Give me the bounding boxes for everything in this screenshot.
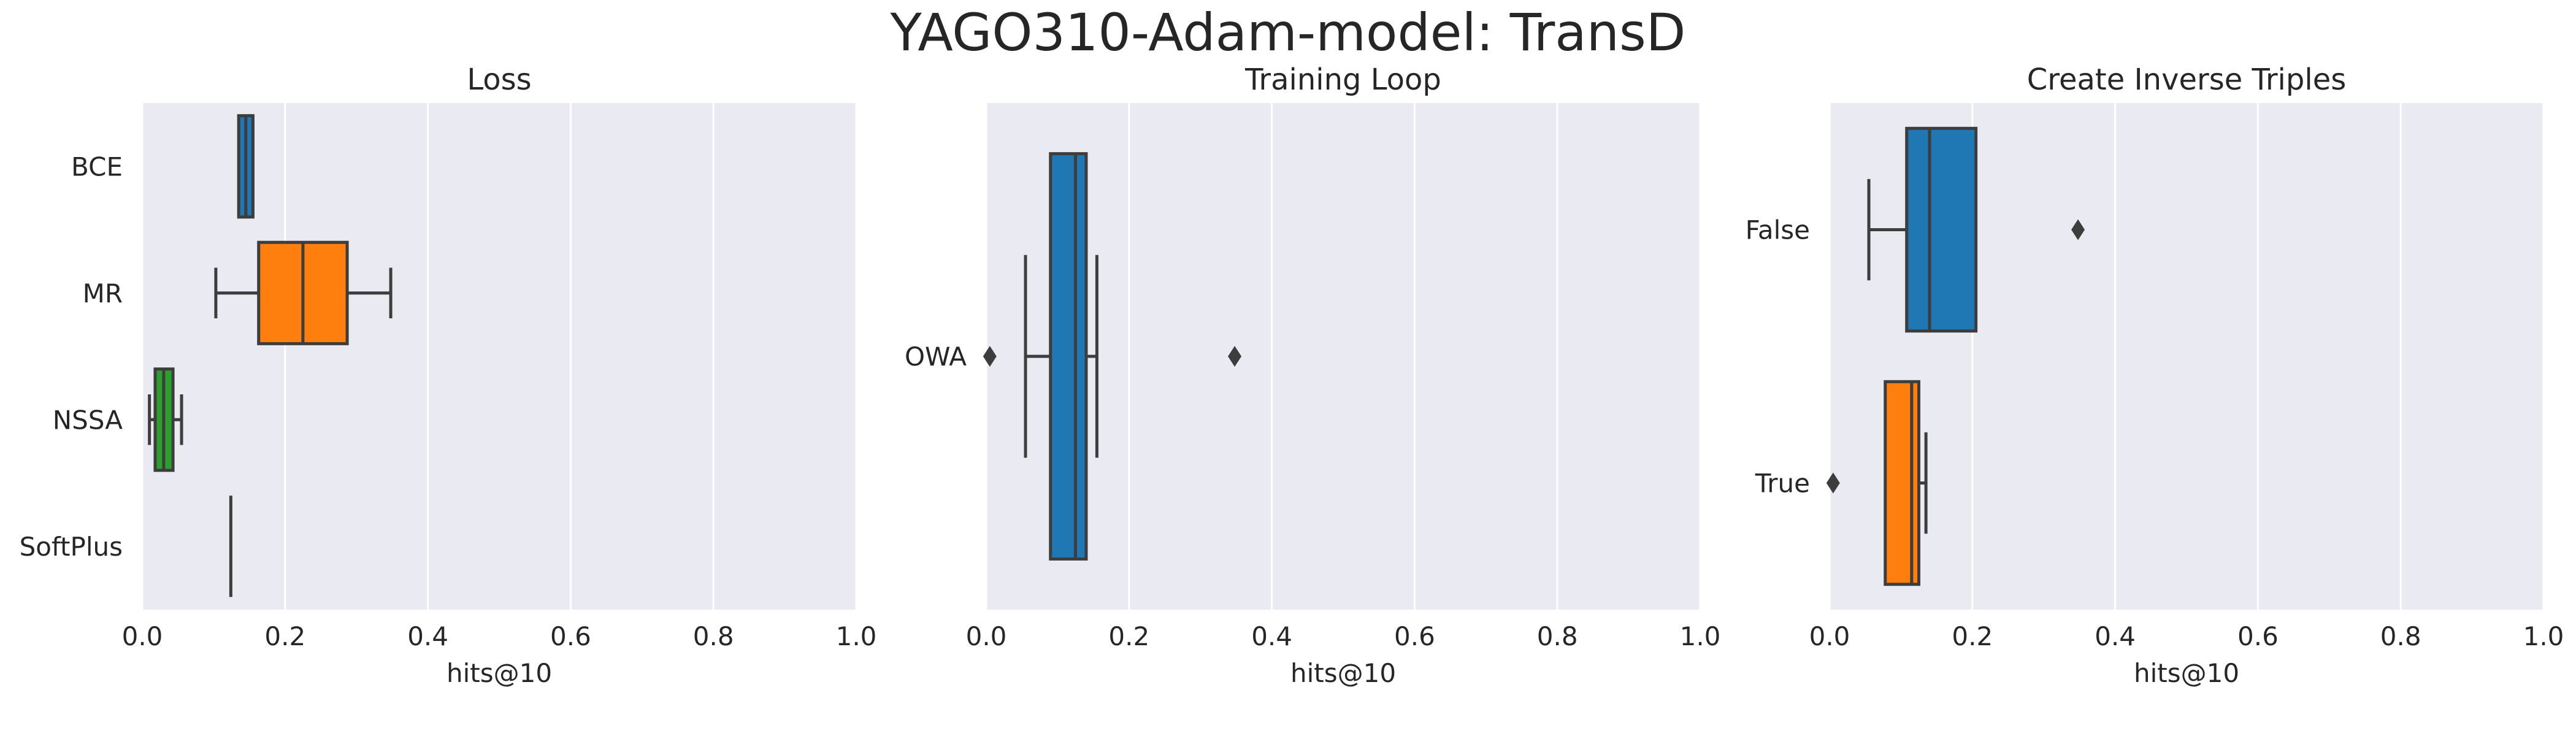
x-tick-label: 1.0 [836, 621, 877, 651]
box-false: False [1746, 126, 2085, 333]
box-mr: MR [83, 240, 393, 345]
chart-panel: 0.0 0.2 0.4 0.6 0.8 1.0 Loss hits@10 BCE MR NSSA So… [20, 63, 877, 688]
x-tick-label: 0.8 [2380, 621, 2421, 651]
x-tick-label: 1.0 [2523, 621, 2564, 651]
box-body [1905, 126, 1978, 333]
x-axis-label: hits@10 [2134, 658, 2239, 688]
y-tick-label: OWA [905, 342, 967, 372]
x-tick-label: 0.0 [966, 621, 1007, 651]
box-true: True [1755, 380, 1928, 586]
x-tick-label: 0.6 [550, 621, 591, 651]
y-tick-label: SoftPlus [20, 532, 123, 562]
box-softplus: SoftPlus [20, 496, 232, 597]
box-bce: BCE [71, 114, 255, 219]
x-tick-label: 0.6 [2237, 621, 2279, 651]
y-tick-label: True [1755, 469, 1810, 499]
chart-title: Training Loop [1244, 63, 1441, 97]
box-body [1884, 380, 1920, 586]
panels: 0.0 0.2 0.4 0.6 0.8 1.0 Loss hits@10 BCE MR NSSA So… [20, 63, 2564, 688]
chart-title: Create Inverse Triples [2027, 63, 2346, 97]
x-tick-label: 0.0 [1809, 621, 1850, 651]
outlier-point [1826, 472, 1840, 494]
chart-panel: 0.0 0.2 0.4 0.6 0.8 1.0 Training Loop hits@10 OW… [905, 63, 1720, 688]
x-tick-label: 0.8 [693, 621, 734, 651]
box-nssa: NSSA [53, 367, 183, 472]
x-tick-label: 0.0 [122, 621, 163, 651]
figure-title: YAGO310-Adam-model: TransD [890, 2, 1686, 63]
x-axis-label: hits@10 [1290, 658, 1396, 688]
y-tick-label: False [1746, 215, 1810, 245]
plot-area [986, 103, 1700, 610]
box-owa: OWA [905, 152, 1242, 561]
x-tick-label: 0.2 [1108, 621, 1149, 651]
outlier-point [2071, 219, 2085, 240]
y-tick-label: NSSA [53, 405, 123, 435]
x-tick-label: 1.0 [1680, 621, 1721, 651]
chart-title: Loss [467, 63, 531, 97]
x-tick-label: 0.6 [1394, 621, 1435, 651]
x-axis-label: hits@10 [447, 658, 552, 688]
x-tick-label: 0.2 [1952, 621, 1993, 651]
x-tick-label: 0.8 [1537, 621, 1578, 651]
x-tick-label: 0.4 [1251, 621, 1292, 651]
plot-area [142, 103, 856, 610]
y-tick-label: BCE [71, 151, 123, 182]
y-tick-label: MR [83, 278, 123, 309]
x-tick-label: 0.2 [264, 621, 305, 651]
x-tick-label: 0.4 [2095, 621, 2136, 651]
box-body [1049, 152, 1088, 561]
outlier-point [1228, 346, 1242, 367]
chart-panel: 0.0 0.2 0.4 0.6 0.8 1.0 Create Inverse Triples… [1746, 63, 2564, 688]
x-tick-label: 0.4 [407, 621, 448, 651]
outlier-point [983, 346, 997, 367]
